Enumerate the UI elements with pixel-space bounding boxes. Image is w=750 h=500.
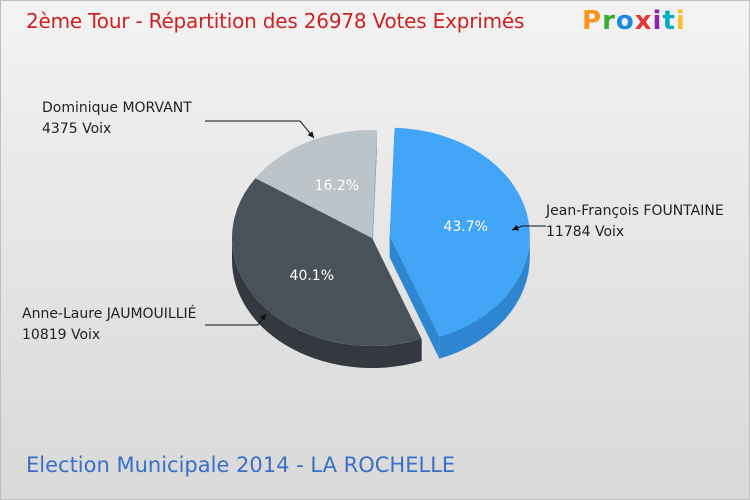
slice-jaumouillie[interactable] bbox=[232, 178, 422, 346]
legend-label-morvant: Dominique MORVANT 4375 Voix bbox=[42, 98, 192, 140]
logo-text: Proxiti bbox=[582, 6, 686, 36]
legend-name-fountaine: Jean-François FOUNTAINE bbox=[546, 203, 724, 219]
legend-votes-fountaine: 11784 Voix bbox=[546, 224, 625, 240]
legend-votes-morvant: 4375 Voix bbox=[42, 121, 112, 137]
logo-letter: i bbox=[675, 6, 686, 36]
slice-side-fountaine bbox=[439, 235, 530, 359]
slice-morvant[interactable] bbox=[255, 130, 377, 238]
leader-lines bbox=[205, 120, 546, 326]
slice-edge-fountaine bbox=[389, 235, 440, 359]
percent-label-fountaine: 43.7% bbox=[443, 219, 487, 235]
legend-label-fountaine: Jean-François FOUNTAINE 11784 Voix bbox=[546, 201, 724, 243]
pie-percent-labels: 43.7% 40.1% 16.2% bbox=[290, 178, 488, 284]
logo-letter: o bbox=[615, 6, 635, 36]
legend-votes-jaumouillie: 10819 Voix bbox=[22, 327, 101, 343]
pie-slices bbox=[232, 127, 530, 346]
slice-edge-morvant bbox=[372, 130, 377, 260]
legend-label-jaumouillie: Anne-Laure JAUMOUILLIÉ 10819 Voix bbox=[22, 304, 197, 346]
leader-line-morvant bbox=[205, 120, 315, 139]
percent-label-jaumouillie: 40.1% bbox=[290, 268, 334, 284]
logo-letter: i bbox=[652, 6, 663, 36]
leader-arrow-fountaine bbox=[512, 224, 519, 231]
logo-letter: t bbox=[662, 6, 676, 36]
legend-name-morvant: Dominique MORVANT bbox=[42, 100, 192, 116]
slice-fountaine[interactable] bbox=[389, 127, 530, 337]
election-subtitle: Election Municipale 2014 - LA ROCHELLE bbox=[26, 453, 456, 477]
chart-title: 2ème Tour - Répartition des 26978 Votes … bbox=[26, 9, 525, 33]
logo-letter: r bbox=[602, 6, 616, 36]
slice-side-jaumouillie bbox=[232, 238, 422, 368]
percent-label-morvant: 16.2% bbox=[315, 178, 359, 194]
legend-name-jaumouillie: Anne-Laure JAUMOUILLIÉ bbox=[22, 306, 197, 322]
logo-letter: P bbox=[582, 6, 603, 36]
leader-arrow-jaumouillie bbox=[259, 314, 266, 321]
leader-arrow-morvant bbox=[307, 131, 314, 138]
proxiti-logo[interactable]: Proxiti bbox=[582, 6, 686, 36]
logo-letter: x bbox=[634, 6, 653, 36]
